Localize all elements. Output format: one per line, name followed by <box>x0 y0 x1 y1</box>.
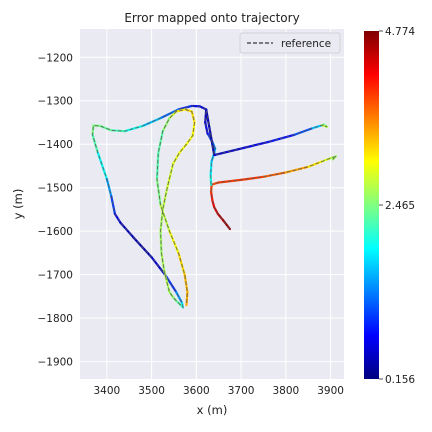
x-tick-label: 3500 <box>138 385 165 397</box>
x-tick-label: 3700 <box>228 385 255 397</box>
y-tick-label: −1700 <box>37 270 73 282</box>
x-tick-label: 3400 <box>93 385 120 397</box>
legend: reference <box>239 32 341 54</box>
trajectory-segment <box>123 124 144 133</box>
colorbar-tick-label: 2.465 <box>385 200 415 212</box>
trajectory-segment <box>141 117 162 128</box>
colorbar-tick-labels: 0.156 2.465 4.774 <box>379 26 415 386</box>
x-tick-labels: 3400 3500 3600 3700 3800 3900 <box>93 385 343 397</box>
reference-line <box>210 155 337 230</box>
y-tick-label: −1300 <box>37 96 73 108</box>
legend-box <box>239 32 341 54</box>
trajectory-lines <box>91 104 338 309</box>
legend-label-reference: reference <box>281 38 331 50</box>
x-tick-label: 3800 <box>272 385 299 397</box>
colorbar <box>364 31 379 379</box>
y-tick-label: −1800 <box>37 313 73 325</box>
reference-line <box>204 109 328 185</box>
colorbar-tick-label: 4.774 <box>385 26 415 38</box>
reference-line <box>92 105 207 309</box>
y-tick-label: −1500 <box>37 183 73 195</box>
chart-title: Error mapped onto trajectory <box>124 11 299 25</box>
y-axis-label: y (m) <box>11 189 25 220</box>
y-tick-labels: −1200 −1300 −1400 −1500 −1600 −1700 −1800 −1900 <box>37 52 73 368</box>
y-tick-label: −1400 <box>37 139 73 151</box>
x-axis-label: x (m) <box>197 403 228 417</box>
colorbar-tick-label: 0.156 <box>385 374 415 386</box>
grid-lines <box>80 29 344 379</box>
plot-area <box>80 29 344 379</box>
x-tick-label: 3900 <box>317 385 344 397</box>
y-tick-label: −1200 <box>37 52 73 64</box>
y-tick-label: −1600 <box>37 226 73 238</box>
x-tick-label: 3600 <box>183 385 210 397</box>
y-tick-label: −1900 <box>37 357 73 369</box>
